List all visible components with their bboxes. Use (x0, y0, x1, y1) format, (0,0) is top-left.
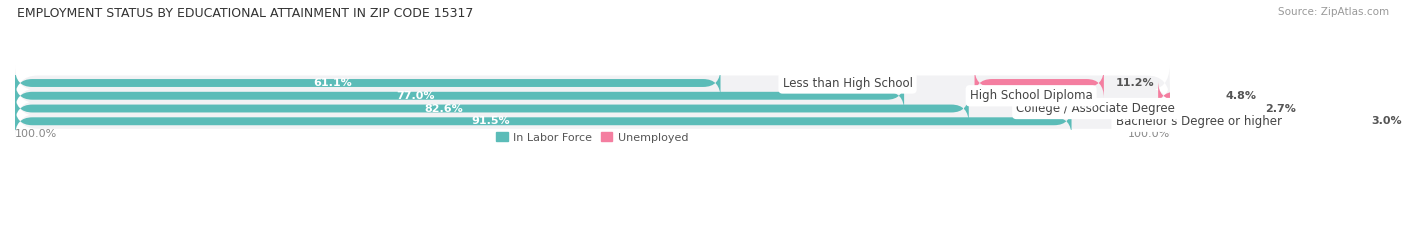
Text: Less than High School: Less than High School (783, 76, 912, 89)
Text: Source: ZipAtlas.com: Source: ZipAtlas.com (1278, 7, 1389, 17)
Text: 61.1%: 61.1% (314, 78, 352, 88)
Text: EMPLOYMENT STATUS BY EDUCATIONAL ATTAINMENT IN ZIP CODE 15317: EMPLOYMENT STATUS BY EDUCATIONAL ATTAINM… (17, 7, 474, 20)
Text: 2.7%: 2.7% (1265, 103, 1296, 113)
Text: 4.8%: 4.8% (1225, 91, 1256, 101)
FancyBboxPatch shape (15, 103, 1170, 139)
FancyBboxPatch shape (15, 90, 1170, 127)
FancyBboxPatch shape (1159, 81, 1213, 111)
Text: Bachelor's Degree or higher: Bachelor's Degree or higher (1115, 115, 1281, 128)
Text: 3.0%: 3.0% (1372, 116, 1402, 126)
FancyBboxPatch shape (15, 78, 1170, 114)
Text: High School Diploma: High School Diploma (970, 89, 1092, 102)
FancyBboxPatch shape (15, 106, 1071, 137)
FancyBboxPatch shape (15, 65, 1170, 101)
Text: 91.5%: 91.5% (471, 116, 510, 126)
FancyBboxPatch shape (15, 93, 969, 124)
FancyBboxPatch shape (1326, 106, 1360, 137)
Text: 11.2%: 11.2% (1115, 78, 1154, 88)
FancyBboxPatch shape (15, 68, 720, 98)
Text: College / Associate Degree: College / Associate Degree (1017, 102, 1175, 115)
FancyBboxPatch shape (974, 68, 1104, 98)
Text: 77.0%: 77.0% (396, 91, 434, 101)
Text: 82.6%: 82.6% (425, 103, 464, 113)
FancyBboxPatch shape (15, 81, 904, 111)
Legend: In Labor Force, Unemployed: In Labor Force, Unemployed (492, 128, 693, 147)
Text: 100.0%: 100.0% (15, 129, 58, 139)
Text: 100.0%: 100.0% (1128, 129, 1170, 139)
FancyBboxPatch shape (1223, 93, 1254, 124)
